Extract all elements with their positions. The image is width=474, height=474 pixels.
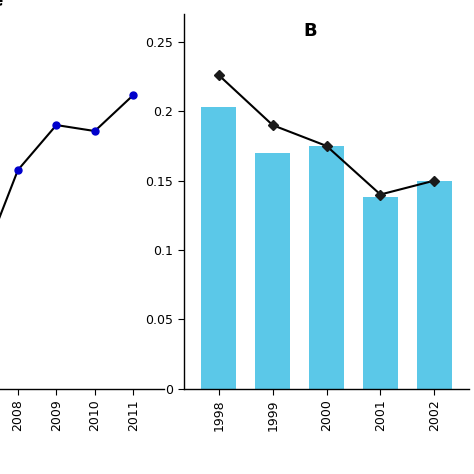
Text: age: age: [0, 0, 4, 10]
Bar: [201, 107, 237, 389]
Text: B: B: [304, 22, 318, 40]
Bar: [255, 153, 290, 389]
Bar: [363, 197, 398, 389]
Bar: [417, 181, 452, 389]
Bar: [309, 146, 344, 389]
